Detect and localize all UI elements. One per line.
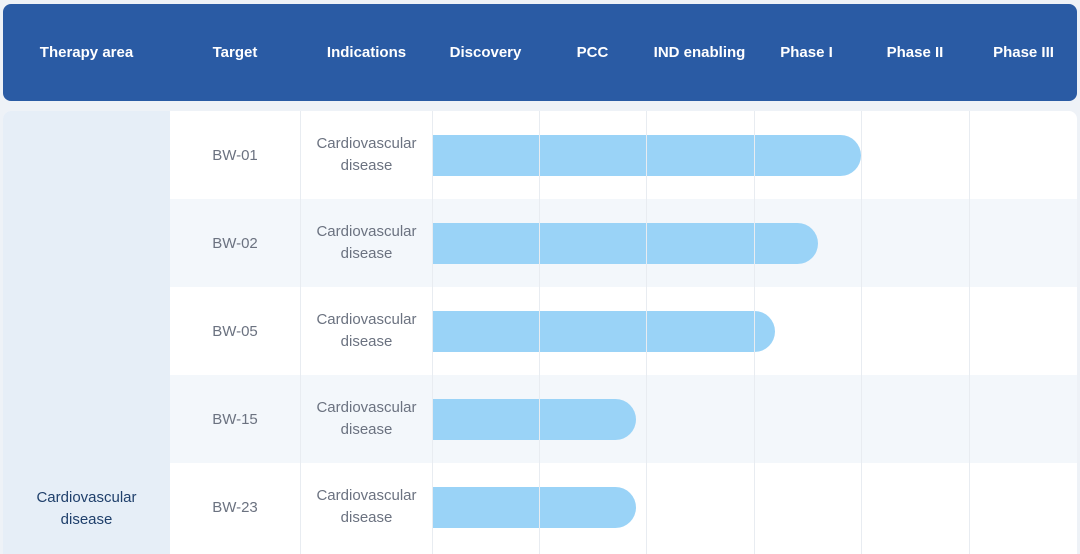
pipeline-row-bw-23: BW-23 Cardiovascular disease (170, 463, 1077, 551)
pipeline-header: Therapy area Target Indications Discover… (3, 4, 1077, 101)
therapy-area-label: Cardiovascular disease (36, 489, 137, 528)
indication-label: Cardiovascular disease (316, 223, 417, 262)
target-label: BW-02 (212, 234, 258, 252)
column-divider (432, 111, 433, 554)
column-divider (539, 111, 540, 554)
pipeline-row-bw-01: BW-01 Cardiovascular disease (170, 111, 1077, 199)
header-pcc: PCC (576, 44, 609, 61)
target-label: BW-05 (212, 322, 258, 340)
pipeline-row-bw-15: BW-15 Cardiovascular disease (170, 375, 1077, 463)
header-ind-enabling: IND enabling (653, 44, 746, 61)
pipeline-row-bw-05: BW-05 Cardiovascular disease (170, 287, 1077, 375)
indication-label: Cardiovascular disease (316, 135, 417, 174)
header-target: Target (212, 44, 258, 61)
header-indications: Indications (326, 44, 407, 61)
header-therapy-area: Therapy area (39, 44, 134, 61)
progress-bar (432, 487, 636, 528)
indication-label: Cardiovascular disease (316, 399, 417, 438)
target-label: BW-15 (212, 410, 258, 428)
header-phase-3: Phase III (993, 44, 1054, 61)
target-label: BW-23 (212, 498, 258, 516)
column-divider (969, 111, 970, 554)
column-divider (646, 111, 647, 554)
therapy-area-column (3, 111, 170, 554)
column-divider (300, 111, 301, 554)
header-phase-2: Phase II (886, 44, 944, 61)
column-divider (861, 111, 862, 554)
column-divider (754, 111, 755, 554)
header-discovery: Discovery (449, 44, 522, 61)
pipeline-row-bw-02: BW-02 Cardiovascular disease (170, 199, 1077, 287)
indication-label: Cardiovascular disease (316, 311, 417, 350)
target-label: BW-01 (212, 146, 258, 164)
pipeline-table: BW-01 Cardiovascular disease BW-02 Cardio… (3, 111, 1077, 554)
progress-bar (432, 311, 775, 352)
progress-bar (432, 399, 636, 440)
indication-label: Cardiovascular disease (316, 487, 417, 526)
header-phase-1: Phase I (780, 44, 833, 61)
progress-bar (432, 223, 818, 264)
